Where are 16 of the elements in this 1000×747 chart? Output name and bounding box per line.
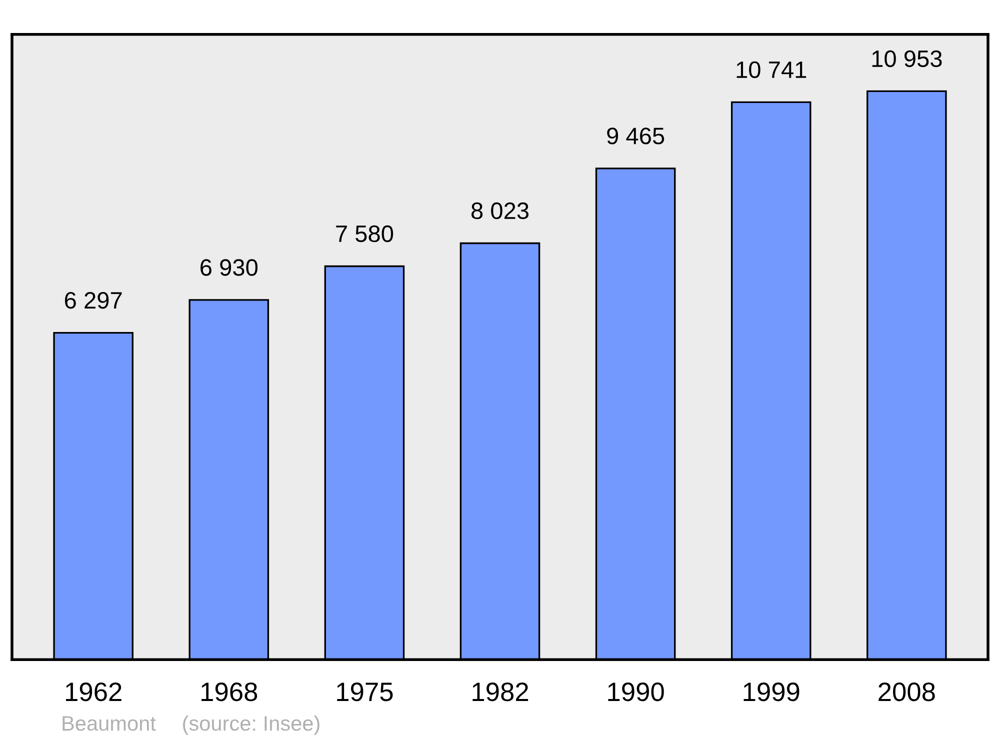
- x-tick-label: 1968: [202, 682, 258, 702]
- data-label: 7 580: [336, 225, 394, 242]
- data-label: 9 465: [607, 128, 664, 144]
- text: Beaumont: [62, 716, 156, 731]
- data-label: 10 953: [872, 50, 942, 68]
- x-tick-label: 1990: [608, 682, 664, 702]
- x-tick-label: 1999: [744, 682, 800, 702]
- x-tick-label: 1975: [337, 682, 393, 702]
- data-label: 6 297: [64, 292, 122, 309]
- data-label: 8 023: [471, 202, 529, 220]
- x-tick-label: 1962: [66, 682, 122, 702]
- x-tick-label: 1982: [472, 682, 528, 702]
- data-label: 10 741: [736, 61, 806, 78]
- text: (source: Insee): [183, 715, 320, 735]
- x-tick-label: 2008: [878, 682, 935, 702]
- data-label: 6 930: [200, 259, 258, 276]
